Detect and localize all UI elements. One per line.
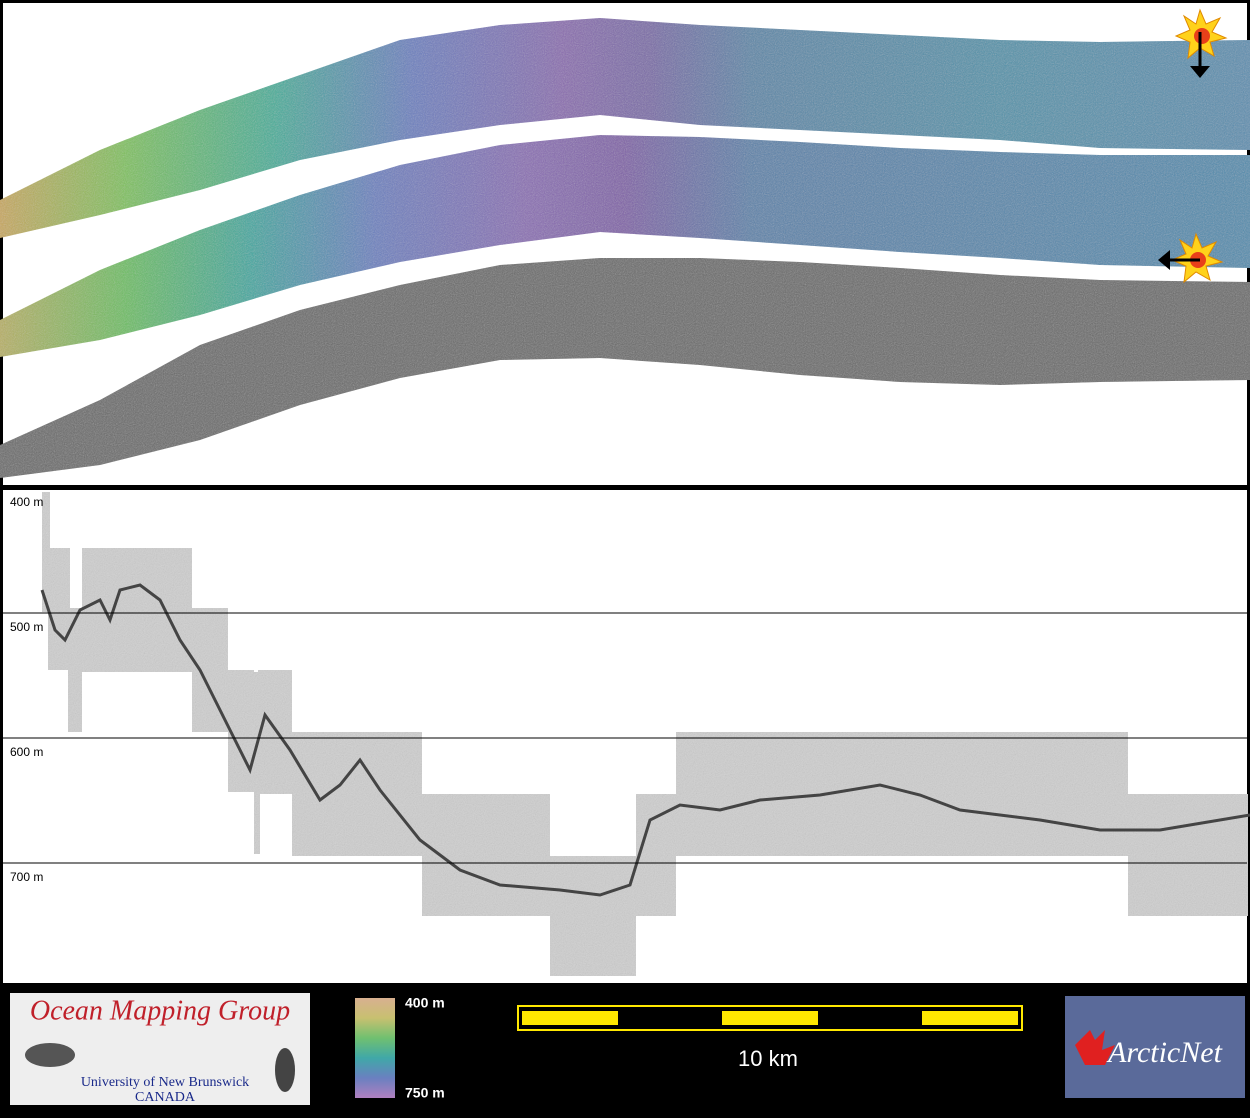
logo-graphic (275, 1048, 295, 1092)
colorbar (355, 998, 395, 1098)
sun-icon (1174, 8, 1228, 78)
partner-name: ArcticNet (1106, 1036, 1223, 1069)
depth-label: 400 m (10, 495, 43, 509)
logo-country: CANADA (135, 1090, 196, 1105)
logo-title: Ocean Mapping Group (30, 995, 290, 1026)
scale-segment (722, 1011, 818, 1025)
profile-blocks (42, 492, 1248, 976)
maple-leaf (1075, 1030, 1115, 1065)
sun-icon (1158, 232, 1224, 284)
scale-segment (522, 1011, 618, 1025)
backscatter-swath (0, 258, 1250, 478)
logo-graphic (25, 1043, 75, 1067)
logo-subtitle: University of New Brunswick (81, 1075, 249, 1090)
depth-label: 500 m (10, 620, 43, 634)
seafloor-profile (40, 583, 1250, 897)
depth-label: 600 m (10, 745, 43, 759)
colorbar-top-label: 400 m (405, 995, 445, 1011)
scale-segment (922, 1011, 1018, 1025)
scale-label: 10 km (738, 1046, 798, 1071)
colorbar-bottom-label: 750 m (405, 1085, 445, 1101)
depth-label: 700 m (10, 870, 43, 884)
bathymetry-swath (0, 18, 1250, 238)
bathymetry-swath (0, 135, 1250, 357)
